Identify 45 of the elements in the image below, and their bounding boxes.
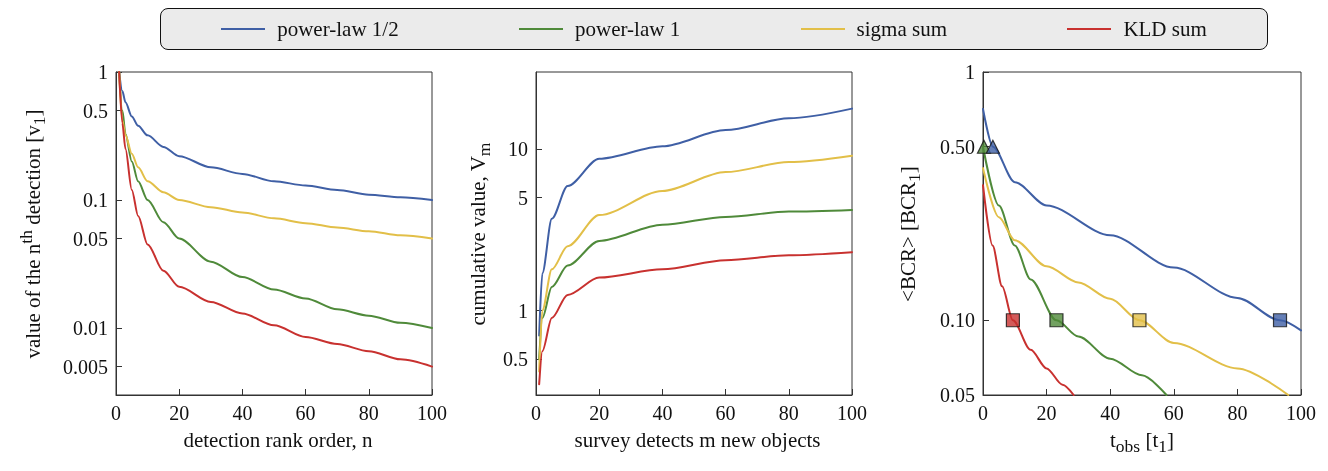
y-tick-label: 0.05 — [940, 384, 975, 406]
line-series — [538, 251, 853, 386]
x-axis-title: t$_{obs}$ [t$_{1}$] — [1109, 428, 1175, 458]
x-tick-label: 80 — [358, 402, 379, 424]
y-tick-label: 0.01 — [73, 317, 108, 340]
x-tick-label: 100 — [417, 402, 447, 424]
x-tick-label: 20 — [589, 402, 610, 424]
x-tick-label: 80 — [1227, 402, 1248, 424]
x-tick-label: 80 — [778, 402, 799, 424]
x-tick-label: 40 — [232, 402, 253, 424]
x-tick-label: 60 — [715, 402, 736, 424]
x-tick-label: 40 — [1100, 402, 1121, 424]
x-tick-label: 60 — [1163, 402, 1184, 424]
y-tick-label: 1 — [518, 299, 528, 322]
line-series — [982, 167, 1290, 396]
y-tick-label: 0.10 — [940, 309, 975, 332]
line-series — [538, 208, 853, 361]
y-tick-label: 0.5 — [503, 348, 528, 371]
line-series — [982, 184, 1075, 396]
y-tick-label: 1 — [965, 61, 975, 83]
line-series — [538, 107, 853, 337]
y-tick-label: 0.05 — [73, 227, 108, 250]
x-tick-label: 100 — [837, 402, 867, 424]
y-tick-label: 10 — [508, 138, 528, 161]
legend-label: sigma sum — [856, 16, 947, 42]
y-tick-label: 0.005 — [63, 355, 108, 378]
y-tick-label: 0.50 — [940, 135, 975, 158]
line-series — [538, 154, 853, 373]
y-tick-label: 0.5 — [83, 99, 108, 122]
x-tick-label: 20 — [169, 402, 190, 424]
legend-label: power-law 1/2 — [277, 16, 399, 42]
y-tick-label: 1 — [98, 61, 108, 83]
legend-label: KLD sum — [1123, 16, 1207, 42]
x-tick-label: 100 — [1286, 402, 1316, 424]
y-tick-label: 0.1 — [83, 189, 108, 212]
x-tick-label: 0 — [978, 402, 988, 424]
x-axis-title: detection rank order, n — [182, 428, 374, 453]
y-tick-label: 5 — [518, 186, 528, 209]
x-tick-label: 0 — [531, 402, 541, 424]
x-tick-label: 20 — [1036, 402, 1057, 424]
legend-label: power-law 1 — [575, 16, 681, 42]
x-tick-label: 0 — [111, 402, 121, 424]
x-tick-label: 40 — [652, 402, 673, 424]
x-tick-label: 60 — [295, 402, 316, 424]
x-axis-title: survey detects m new objects — [573, 428, 822, 453]
